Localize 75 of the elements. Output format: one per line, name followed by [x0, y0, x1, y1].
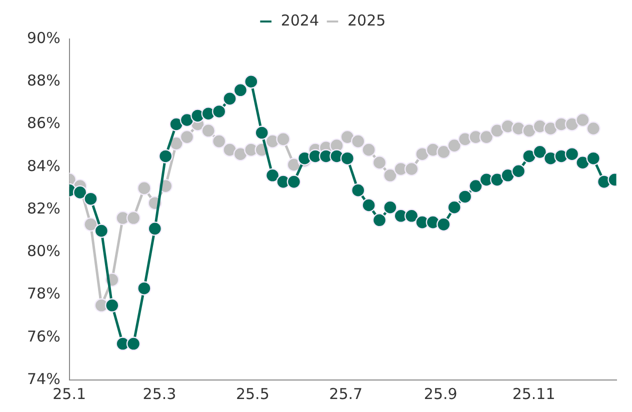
legend-label: 2025	[348, 11, 386, 30]
point	[137, 181, 152, 196]
y-tick-label: 84%	[26, 156, 60, 175]
y-tick-label: 90%	[26, 28, 60, 47]
point	[340, 151, 355, 166]
point	[576, 112, 590, 128]
x-tick-label: 25.7	[329, 384, 363, 403]
point	[447, 200, 462, 214]
point	[564, 117, 580, 132]
point	[180, 112, 194, 128]
point	[222, 142, 237, 157]
point	[586, 121, 600, 136]
legend-label: 2024	[280, 11, 320, 30]
point	[340, 130, 355, 144]
point	[201, 124, 216, 138]
point	[351, 134, 366, 148]
point	[362, 198, 376, 212]
point	[544, 121, 558, 136]
point	[404, 208, 419, 223]
point	[564, 146, 580, 162]
y-tick-label: 88%	[26, 72, 60, 90]
point	[169, 117, 184, 132]
point	[158, 149, 173, 164]
point	[180, 130, 194, 144]
point	[436, 144, 451, 160]
y-tick-label: 80%	[26, 242, 60, 260]
point	[105, 298, 120, 313]
point	[286, 174, 302, 189]
point	[383, 168, 398, 182]
point	[212, 134, 226, 148]
y-tick-label: 82%	[26, 199, 60, 218]
point	[458, 190, 472, 204]
point	[126, 336, 141, 351]
point	[137, 281, 152, 296]
point	[383, 200, 398, 214]
point	[436, 217, 451, 232]
point	[522, 124, 536, 138]
point	[576, 156, 590, 170]
point	[479, 130, 494, 144]
point	[84, 192, 98, 206]
point	[511, 164, 526, 178]
point	[84, 217, 98, 232]
point	[415, 146, 430, 162]
point	[586, 151, 600, 166]
point	[447, 138, 462, 153]
point	[372, 156, 387, 170]
y-tick-label: 86%	[26, 114, 60, 132]
point	[94, 224, 109, 238]
point	[362, 142, 376, 157]
x-tick-label: 25.11	[512, 384, 556, 403]
point	[233, 146, 248, 162]
point	[244, 74, 258, 89]
point	[404, 162, 419, 176]
point	[222, 92, 237, 106]
x-tick-label: 25.3	[142, 384, 176, 403]
point	[532, 144, 548, 160]
point	[468, 178, 483, 194]
y-tick-label: 76%	[26, 327, 60, 346]
point	[522, 149, 536, 164]
point	[351, 183, 366, 198]
point	[265, 168, 280, 182]
point	[276, 132, 290, 146]
y-tick-label: 78%	[26, 284, 60, 303]
point	[254, 126, 269, 140]
point	[72, 185, 88, 200]
x-tick-label: 25.9	[424, 384, 458, 403]
point	[233, 83, 248, 98]
point	[500, 168, 515, 182]
point	[490, 172, 504, 187]
point	[490, 124, 504, 138]
point	[372, 213, 387, 228]
x-tick-label: 25.5	[236, 384, 270, 403]
point	[148, 222, 162, 236]
point	[126, 210, 141, 226]
point	[212, 104, 226, 119]
